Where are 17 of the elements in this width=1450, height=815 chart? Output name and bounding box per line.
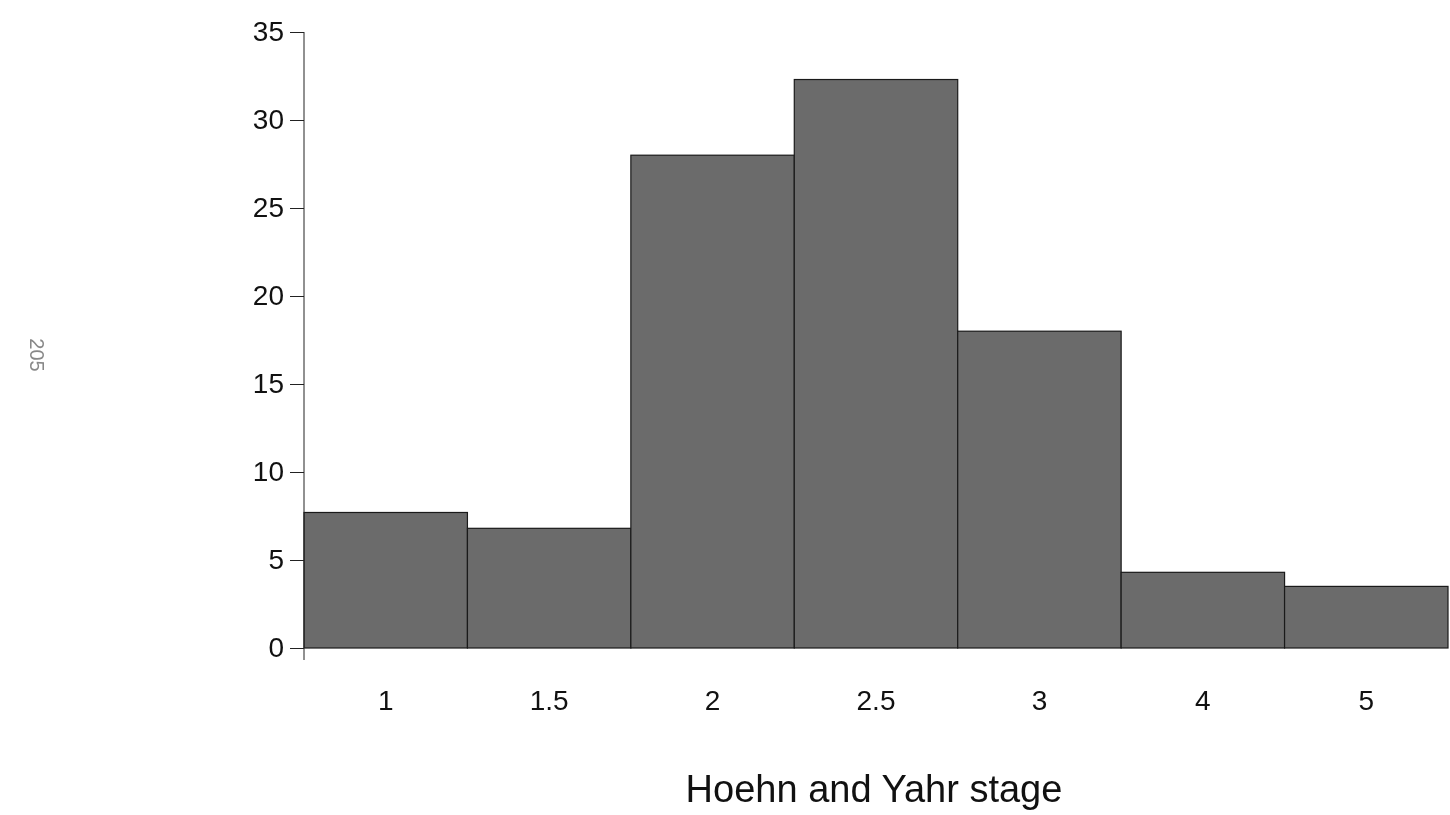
y-tick-label: 25 [252, 192, 284, 224]
y-tick-label: 15 [252, 368, 284, 400]
x-tick-label: 2 [704, 684, 721, 716]
x-tick-label: 2.5 [856, 684, 896, 716]
y-tick-label: 30 [252, 104, 284, 136]
text: 205 [26, 338, 48, 372]
y-tick-label: 0 [268, 632, 284, 664]
x-tick-label: 1 [377, 684, 394, 716]
y-tick-label: 35 [252, 16, 284, 48]
y-tick-label: 10 [252, 456, 284, 488]
x-tick-label: 5 [1358, 684, 1375, 716]
x-tick-label: 3 [1031, 684, 1048, 716]
y-tick-label: 20 [252, 280, 284, 312]
x-tick-label: 1.5 [529, 684, 569, 716]
y-tick-label: 5 [268, 544, 284, 576]
x-tick-label: 4 [1195, 684, 1211, 716]
x-axis-title: Hoehn and Yahr stage [685, 768, 1063, 810]
